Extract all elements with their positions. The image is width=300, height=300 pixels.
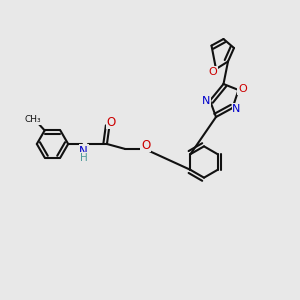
Text: O: O <box>208 67 217 77</box>
Text: H: H <box>80 153 88 163</box>
Text: CH₃: CH₃ <box>25 115 41 124</box>
Text: O: O <box>238 84 247 94</box>
Text: O: O <box>106 116 116 129</box>
Text: N: N <box>79 145 88 158</box>
Text: N: N <box>202 95 211 106</box>
Text: N: N <box>232 103 241 114</box>
Text: O: O <box>141 139 150 152</box>
